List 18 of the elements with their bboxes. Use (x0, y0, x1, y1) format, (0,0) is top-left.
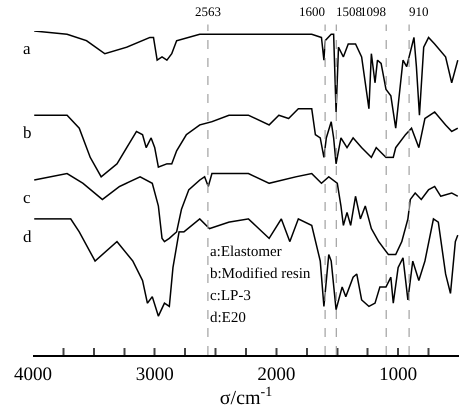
series-label: a (23, 39, 31, 58)
series-label: b (23, 123, 32, 142)
series-label: d (23, 227, 32, 246)
x-tick-label: 2000 (257, 364, 296, 385)
ref-line-label: 910 (409, 4, 428, 19)
ref-line-label: 1600 (299, 4, 325, 19)
ref-line-label: 2563 (195, 4, 221, 19)
x-tick-label: 3000 (136, 364, 174, 385)
x-axis-title: σ/cm$^{-1}$ (220, 384, 272, 410)
annotation: a:Elastomer (210, 244, 282, 260)
x-tick-label: 1000 (379, 364, 418, 385)
ref-line-label: 1508 (336, 4, 362, 19)
x-tick-label: 4000 (14, 364, 52, 385)
ref-line-label: 1098 (360, 4, 386, 19)
series-label: c (23, 188, 31, 207)
annotation: d:E20 (210, 310, 246, 326)
annotation: c:LP-3 (210, 288, 251, 304)
annotation: b:Modified resin (210, 266, 311, 282)
